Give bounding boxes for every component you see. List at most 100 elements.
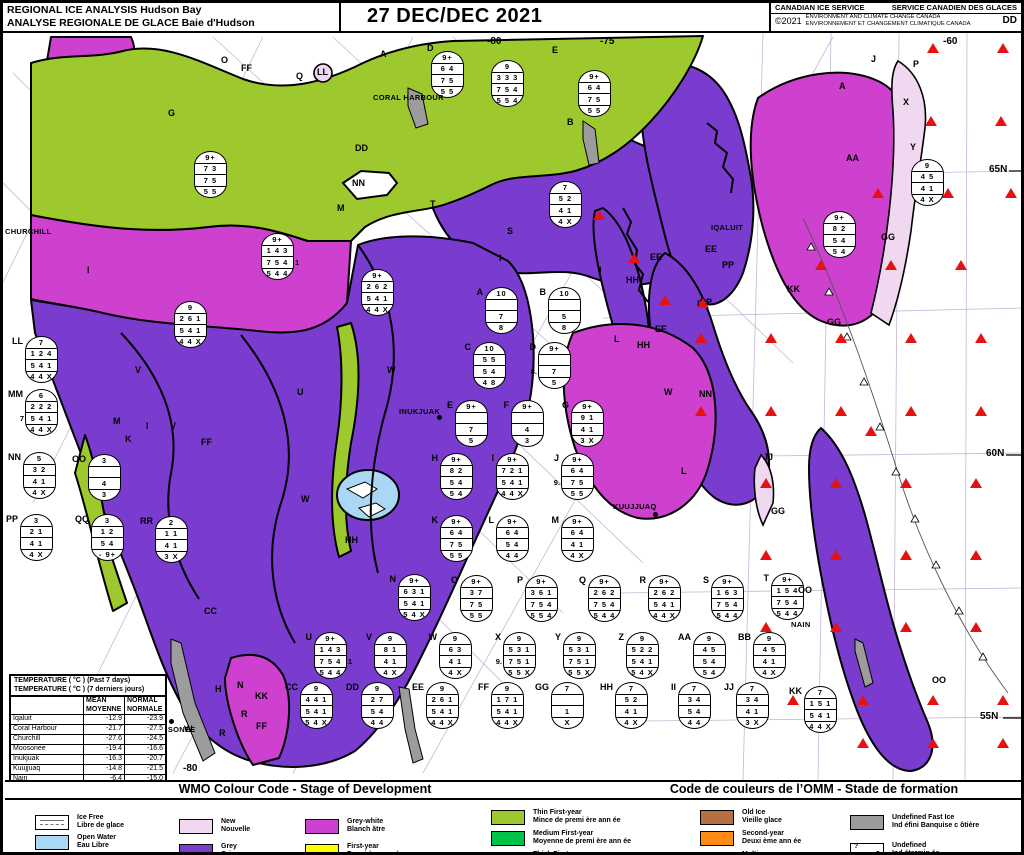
legend-title-fr: Code de couleurs de l’OMM - Stade de for… — [669, 782, 959, 796]
new-ice-regions — [313, 59, 927, 527]
legend-label: Open Water Eau Libre — [77, 834, 116, 850]
temp-title-fr: TEMPERATURE ( °C ) — [14, 685, 86, 693]
legend-label-fr: Ind éfini Banquise c ôtière — [892, 822, 980, 829]
legend-label-en: Thick First-year — [533, 851, 586, 855]
copyright: ©2021 — [775, 15, 802, 26]
legend-label: Undefined Ind étermin ée — [892, 842, 940, 855]
normal-temperature: -24.5 — [124, 734, 165, 745]
legend-label-en: Undefined Fast Ice — [892, 814, 955, 821]
temp-title-en: TEMPERATURE ( °C ) — [14, 677, 86, 684]
legend-label: Grey Grise — [221, 843, 239, 855]
temp-note-en: (Past 7 days) — [87, 677, 131, 684]
temperature-row: Kuujjuaq -14.8 -21.5 — [11, 764, 165, 775]
temperature-row: Iqaluit -12.9 -23.9 — [11, 714, 165, 725]
legend-label-en: Open Water — [77, 834, 117, 841]
normal-temperature: -16.6 — [124, 744, 165, 755]
station-name: Moosonee — [11, 744, 84, 755]
temperature-row: Coral Harbour -21.7 -27.5 — [11, 724, 165, 735]
legend-label: Ice Free Libre de glace — [77, 814, 124, 830]
legend-title-en: WMO Colour Code - Stage of Development — [178, 782, 432, 796]
temperature-row: Inukjuak -16.3 -20.7 — [11, 754, 165, 765]
fast-ice-regions — [170, 87, 874, 764]
question-mark: ? — [854, 843, 859, 850]
legend-label-en: Medium First-year — [533, 830, 594, 837]
temperature-table-title: TEMPERATURE ( °C ) (Past 7 days) TEMPERA… — [11, 676, 165, 696]
temperature-table: TEMPERATURE ( °C ) (Past 7 days) TEMPERA… — [9, 674, 167, 787]
station-name: Kuujjuaq — [11, 764, 84, 775]
station-name: Iqaluit — [11, 714, 84, 725]
legend-label-fr: Grise — [221, 851, 239, 855]
legend-label-en: Undefined — [892, 842, 927, 849]
ice-free-line — [40, 824, 64, 825]
legend-label-fr: Nouvelle — [221, 826, 251, 833]
temperature-header-row: MEAN MOYENNE NORMAL NORMALE — [11, 696, 165, 715]
mean-temperature: -27.6 — [83, 734, 125, 745]
legend-label: Thin First-year Mince de premi ère ann ée — [533, 809, 621, 825]
legend-label-en: Second-year — [742, 830, 785, 837]
question-mark: ? — [875, 851, 880, 855]
env-en: ENVIRONMENT AND CLIMATE CHANGE CANADA — [805, 14, 941, 20]
station-name: Inukjuak — [11, 754, 84, 765]
legend-label-en: Ice Free — [77, 814, 104, 821]
normal-col-header: NORMAL NORMALE — [124, 696, 165, 715]
legend-label: Multi-yearPlusieurs ann ées — [742, 851, 802, 852]
undefined-swatch: ?? — [850, 843, 884, 855]
legend-label: Grey-white Blanch âtre — [347, 818, 385, 834]
legend-label-fr: Premi ère ann ée — [347, 851, 404, 855]
latitude-ticks — [1003, 170, 1021, 719]
station-name: Coral Harbour — [11, 724, 84, 735]
openwater-swatch — [35, 835, 69, 850]
normal-temperature: -23.9 — [124, 714, 165, 725]
mean-col-header: MEAN MOYENNE — [83, 696, 125, 715]
mean-temperature: -14.8 — [83, 764, 125, 775]
normal-temperature: -21.5 — [124, 764, 165, 775]
station-name: Churchill — [11, 734, 84, 745]
legend-label-fr: Deuxi ème ann ée — [742, 838, 802, 845]
temperature-grid: MEAN MOYENNE NORMAL NORMALE Iqaluit -12.9… — [11, 696, 165, 785]
temperature-row: Churchill -27.6 -24.5 — [11, 734, 165, 745]
legend-items: Ice Free Libre de glace Open Water Eau Libr… — [5, 800, 1021, 855]
colour-swatch — [305, 844, 339, 852]
legend-label-fr: Ind étermin ée — [892, 850, 940, 855]
legend-label-fr: Mince de premi ère ann ée — [533, 817, 621, 824]
fastice-swatch — [850, 815, 884, 830]
wmo-colour-legend: WMO Colour Code - Stage of Development C… — [5, 780, 1021, 855]
mean-temperature: -12.9 — [83, 714, 125, 725]
colour-swatch — [700, 810, 734, 825]
legend-label: Undefined Fast Ice Ind éfini Banquise c ô… — [892, 814, 979, 830]
colour-swatch — [491, 831, 525, 846]
title-fr: ANALYSE REGIONALE DE GLACE Baie d'Hudson — [7, 16, 255, 29]
legend-label-en: Old Ice — [742, 809, 766, 816]
legend-label-en: New — [221, 818, 236, 825]
normal-temperature: -20.7 — [124, 754, 165, 765]
legend-label: Thick First-yearEpaisse de premi ère ann… — [533, 851, 627, 855]
chart-date-title: 27 DEC/DEC 2021 — [341, 3, 771, 31]
ice-edge-track — [802, 217, 1009, 694]
legend-label-en: Thin First-year — [533, 809, 582, 816]
header-org-block: CANADIAN ICE SERVICE SERVICE CANADIEN DE… — [771, 3, 1021, 31]
env-fr: ENVIRONNEMENT ET CHANGEMENT CLIMATIQUE C… — [805, 20, 971, 27]
legend-label: Second-year Deuxi ème ann ée — [742, 830, 801, 846]
mean-temperature: -21.7 — [83, 724, 125, 735]
legend-label: First-year Premi ère ann ée — [347, 843, 404, 855]
open-water-region — [336, 469, 400, 521]
legend-label-en: Grey — [221, 843, 237, 850]
env-lines: ENVIRONMENT AND CLIMATE CHANGE CANADA EN… — [806, 14, 999, 27]
legend-label-fr: Blanch âtre — [347, 826, 386, 833]
station-col-header — [11, 696, 84, 715]
legend-label-fr: Eau Libre — [77, 842, 109, 849]
legend-label-en: Grey-white — [347, 818, 384, 825]
colour-swatch — [700, 831, 734, 846]
icefree-swatch — [35, 815, 69, 830]
header-title-block: REGIONAL ICE ANALYSIS Hudson Bay ANALYSE… — [3, 3, 341, 31]
island — [341, 169, 399, 201]
org-fr: SERVICE CANADIEN DES GLACES — [891, 3, 1017, 12]
ice-analysis-map — [3, 32, 1021, 781]
legend-label: New Nouvelle — [221, 818, 250, 834]
legend-label-fr: Moyenne de premi ère ann ée — [533, 838, 632, 845]
legend-label-fr: Vieille glace — [742, 817, 782, 824]
colour-swatch — [491, 810, 525, 825]
legend-label: Medium First-year Moyenne de premi ère an… — [533, 830, 631, 846]
temp-note-fr: (7 derniers jours) — [87, 685, 145, 693]
